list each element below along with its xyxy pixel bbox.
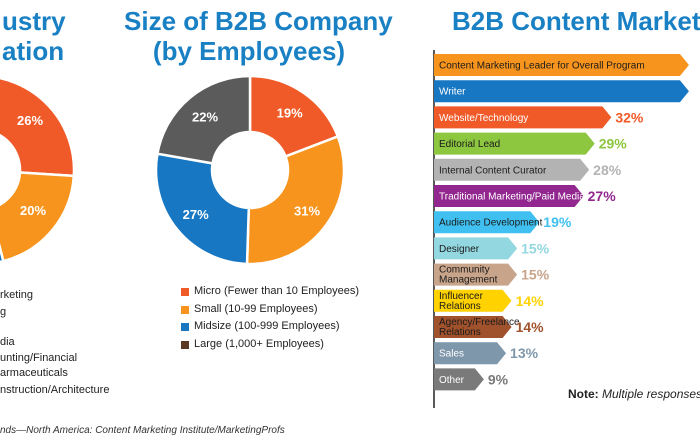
bar — [434, 368, 484, 391]
industry-legend-item-1: g — [0, 306, 7, 318]
size-slice-2 — [154, 152, 251, 266]
note-label: Note: — [568, 387, 599, 401]
legend-swatch — [181, 288, 189, 296]
bar-value-label: 9% — [488, 371, 509, 387]
size-slice-1 — [245, 134, 346, 266]
size-chart-title-line2: (by Employees) — [152, 36, 346, 66]
industry-title-line2: ation — [2, 36, 65, 66]
bar-value-label: 29% — [599, 136, 628, 152]
bar — [434, 185, 584, 207]
source-citation: nds—North America: Content Marketing Ins… — [0, 425, 285, 436]
bar-label: Editorial Lead — [439, 139, 500, 150]
size-slice-0 — [248, 74, 340, 159]
legend-label: Small (10-99 Employees) — [194, 302, 318, 315]
bar-row-0: Content Marketing Leader for Overall Pro… — [434, 54, 689, 76]
bar — [434, 158, 590, 181]
bar-row-4: Internal Content Curator 28% — [434, 158, 622, 181]
bar — [434, 342, 507, 365]
bar — [434, 237, 518, 260]
bar-value-label: 13% — [510, 345, 539, 361]
bar-value-label: 28% — [593, 162, 622, 178]
industry-legend-item-4: armaceuticals — [0, 367, 68, 379]
legend-swatch — [181, 340, 189, 349]
bar-row-10: Agency/Freelance Relations 14% — [434, 316, 544, 338]
industry-slice-label-0: 26% — [17, 113, 43, 128]
bar-row-2: Website/Technology 32% — [434, 106, 644, 129]
bar-row-5: Traditional Marketing/Paid Media 27% — [434, 185, 616, 207]
industry-legend-item-3: unting/Financial — [0, 352, 78, 364]
bar-label: Traditional Marketing/Paid Media — [439, 192, 585, 203]
legend-label: Midsize (100-999 Employees) — [194, 320, 340, 332]
bar-value-label: 14% — [516, 319, 545, 335]
bar — [434, 263, 518, 286]
bar-value-label: 32% — [615, 109, 644, 125]
bar-row-8: Community Management 15% — [434, 263, 550, 286]
bar-row-7: Designer 15% — [434, 237, 550, 260]
industry-slice-1 — [0, 171, 76, 263]
bar — [434, 54, 689, 76]
bar-row-6: Audience Development 19% — [434, 211, 572, 234]
bar-label: Other — [439, 375, 465, 386]
bar — [434, 80, 689, 103]
note: Note: Multiple responses — [568, 387, 700, 401]
industry-title-line1: ustry — [2, 6, 66, 36]
note-text: Multiple responses — [598, 387, 700, 401]
size-chart-title-line1: Size of B2B Company — [124, 6, 393, 36]
bar-value-label: 15% — [521, 240, 550, 256]
bar-row-3: Editorial Lead 29% — [434, 132, 628, 155]
bar-label: Audience Development — [439, 218, 543, 229]
bar-value-label: 19% — [543, 214, 572, 230]
content-chart-title: B2B Content Marketin — [452, 6, 700, 36]
bar-label: Content Marketing Leader for Overall Pro… — [439, 61, 645, 72]
industry-slice-label-1: 20% — [20, 203, 46, 218]
industry-legend-item-2: dia — [0, 336, 15, 348]
bar-label: Internal Content Curator — [439, 165, 547, 176]
size-slice-3 — [155, 74, 252, 165]
bar-label: Agency/Freelance Relations — [439, 317, 520, 338]
industry-donut-chart: 26% 20% — [0, 76, 76, 264]
bar-label: Designer — [439, 244, 480, 255]
legend-swatch — [181, 323, 189, 331]
bar — [434, 106, 612, 129]
industry-legend-item-5: nstruction/Architecture — [0, 384, 110, 396]
size-slice-label-3: 22% — [192, 109, 218, 124]
bar-label: Community Management — [439, 265, 498, 286]
size-donut-chart: 19% 31% 27% 22% — [154, 74, 346, 266]
bar-label: Influencer Relations — [439, 291, 484, 312]
bar — [434, 289, 512, 312]
legend-label: Micro (Fewer than 10 Employees) — [194, 285, 360, 297]
size-slice-label-0: 19% — [277, 105, 303, 120]
size-slice-label-2: 27% — [183, 207, 209, 222]
bar-label: Writer — [439, 87, 466, 98]
bar-value-label: 14% — [516, 293, 545, 309]
legend-label: Large (1,000+ Employees) — [194, 337, 324, 350]
content-roles-bar-chart: Content Marketing Leader for Overall Pro… — [433, 50, 689, 408]
legend-swatch — [181, 305, 189, 314]
bar — [434, 211, 540, 234]
size-slice-label-1: 31% — [294, 204, 320, 219]
bar-value-label: 27% — [588, 188, 617, 204]
bar-row-12: Other 9% — [434, 368, 509, 391]
bar-row-1: Writer — [434, 80, 689, 103]
bar-row-11: Sales 13% — [434, 342, 539, 365]
industry-legend-item-0: rketing — [0, 289, 34, 301]
bar-label: Sales — [439, 349, 464, 360]
bar-label: Website/Technology — [439, 113, 528, 124]
bar — [434, 132, 595, 155]
bar — [434, 316, 512, 338]
bar-value-label: 15% — [521, 267, 550, 283]
industry-slice-0 — [0, 76, 76, 178]
bar-row-9: Influencer Relations 14% — [434, 289, 545, 312]
